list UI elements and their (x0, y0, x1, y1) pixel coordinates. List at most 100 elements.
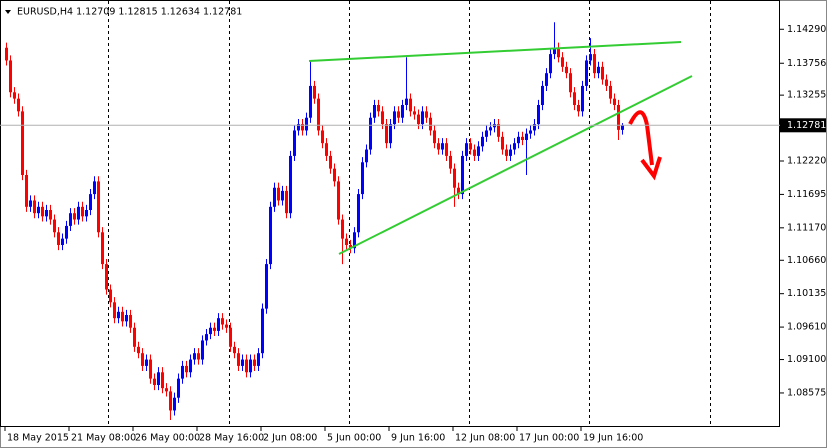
candle-body (185, 365, 188, 373)
candle-body (233, 346, 236, 354)
candle-body (121, 311, 124, 322)
candle-body (293, 130, 296, 156)
chart-title: EURUSD,H4 1.12709 1.12815 1.12634 1.1278… (17, 7, 242, 18)
candle-body (621, 125, 624, 130)
candle-body (321, 130, 324, 144)
candle-body (273, 187, 276, 207)
plot-area (0, 0, 780, 427)
y-tick-label: 1.10135 (787, 288, 826, 299)
candle-body (53, 219, 56, 233)
candle-body (517, 136, 520, 144)
candle-body (229, 327, 232, 347)
candle-body (485, 130, 488, 137)
candle-body (545, 73, 548, 86)
candle-body (405, 98, 408, 105)
candle-body (473, 149, 476, 156)
candle-body (265, 264, 268, 309)
candle-body (337, 181, 340, 220)
candle-body (529, 130, 532, 134)
candle-body (245, 359, 248, 373)
candle-body (397, 111, 400, 118)
candle-body (425, 111, 428, 118)
candle-body (561, 57, 564, 67)
candle-body (421, 111, 424, 125)
candle-body (429, 117, 432, 131)
candle-body (209, 327, 212, 335)
candle-body (5, 47, 8, 61)
candle-body (389, 124, 392, 144)
candle-body (369, 117, 372, 150)
candle-body (97, 181, 100, 233)
y-tick-label: 1.11695 (787, 189, 826, 200)
candle-body (281, 190, 284, 201)
candle-body (609, 85, 612, 99)
candle-body (101, 232, 104, 265)
candle-body (393, 111, 396, 125)
candle-body (361, 162, 364, 195)
candle-body (513, 143, 516, 150)
candle-body (373, 105, 376, 118)
candle-body (17, 98, 20, 112)
candle-body (85, 210, 88, 217)
candle-body (297, 124, 300, 131)
candle-body (313, 85, 316, 99)
candle-body (589, 54, 592, 61)
candle-body (445, 143, 448, 156)
candle-body (241, 359, 244, 366)
candle-body (89, 194, 92, 210)
candle-body (409, 98, 412, 112)
candle-body (205, 334, 208, 341)
y-tick-label: 1.09610 (787, 322, 826, 333)
candle-body (29, 200, 32, 207)
x-tick-label: 12 Jun 08:00 (455, 433, 515, 444)
candle-body (417, 114, 420, 125)
candle-body (61, 238, 64, 245)
candle-body (617, 105, 620, 130)
candle-body (469, 143, 472, 150)
candle-body (73, 213, 76, 220)
y-tick-label: 1.13756 (787, 58, 826, 69)
last-price-label: 1.12781 (787, 120, 826, 131)
candle-body (525, 133, 528, 140)
candle-body (77, 206, 80, 220)
candle-body (45, 210, 48, 217)
candle-body (453, 168, 456, 188)
candle-body (141, 353, 144, 366)
candle-body (345, 238, 348, 245)
arrow-head (640, 156, 662, 181)
x-tick-label: 19 Jun 16:00 (583, 433, 643, 444)
candle-body (601, 66, 604, 80)
candle-body (161, 372, 164, 389)
candle-body (49, 210, 52, 220)
candle-body (169, 391, 172, 411)
candle-body (541, 85, 544, 105)
candle-body (213, 327, 216, 331)
x-tick-label: 9 Jun 16:00 (391, 433, 445, 444)
candle-body (481, 136, 484, 147)
candle-body (441, 143, 444, 150)
candle-body (37, 206, 40, 214)
candle-body (341, 219, 344, 239)
menu-arrow[interactable] (5, 10, 11, 14)
candle-body (385, 124, 388, 144)
candle-body (521, 136, 524, 140)
candle-body (177, 378, 180, 398)
candle-body (401, 105, 404, 118)
x-tick-label: 28 May 16:00 (199, 433, 264, 444)
candle-body (269, 206, 272, 265)
x-tick-label: 18 May 2015 (7, 433, 69, 444)
candle-body (597, 66, 600, 74)
candle-body (197, 353, 200, 360)
candle-body (201, 340, 204, 360)
candle-body (253, 359, 256, 366)
candle-body (145, 359, 148, 366)
candle-body (109, 289, 112, 303)
candle-body (457, 187, 460, 195)
x-tick-label: 5 Jun 00:00 (327, 433, 381, 444)
annotations (308, 41, 693, 255)
candle-body (9, 60, 12, 93)
candle-body (357, 194, 360, 233)
candle-body (57, 232, 60, 245)
y-tick-label: 1.13255 (787, 90, 826, 101)
